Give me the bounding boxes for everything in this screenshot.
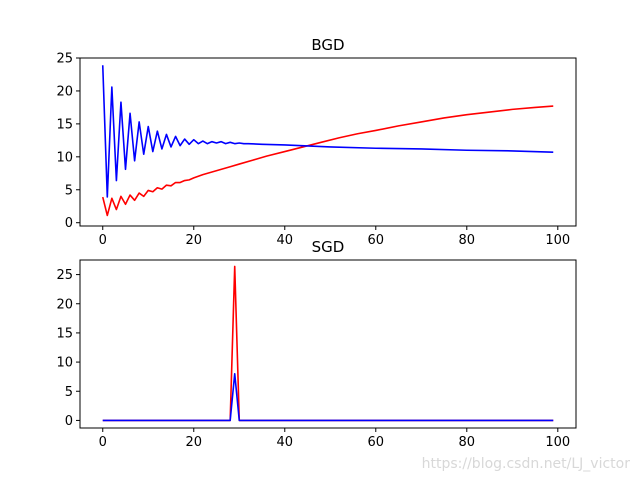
sgd-axes: 0 20 40 60 80 100 0 5 10 15 20 25 SGD [56,238,577,450]
bgd-series-line-blue [101,65,554,198]
bgd-x-tick-label: 40 [276,233,293,248]
bgd-x-tick-label: 80 [459,233,476,248]
sgd-x-tick-label: 60 [368,435,385,450]
bgd-y-tick-label: 10 [56,150,73,165]
bgd-axes-frame [79,57,577,227]
sgd-y-tick-label: 20 [56,297,73,312]
bgd-y-tick-label: 15 [56,117,73,132]
bgd-x-tick-label: 20 [185,233,202,248]
bgd-x-tick-label: 100 [545,233,570,248]
sgd-title: SGD [312,238,345,256]
bgd-y-tick-label: 25 [56,52,73,67]
sgd-x-tick-label: 0 [99,435,107,450]
bgd-y-tick-label: 5 [65,183,73,198]
sgd-x-tick-label: 40 [276,435,293,450]
bgd-axes: 0 20 40 60 80 100 0 5 10 15 20 25 BGD [56,36,577,248]
sgd-y-tick-label: 25 [56,268,73,283]
bgd-x-tick-label: 0 [99,233,107,248]
sgd-axes-frame [79,259,577,429]
watermark: https://blog.csdn.net/LJ_victor [422,456,631,472]
bgd-x-tick-label: 60 [368,233,385,248]
bgd-y-tick-label: 20 [56,84,73,99]
sgd-y-tick-label: 5 [65,385,73,400]
bgd-y-tick-label: 0 [65,216,73,231]
sgd-series-line-blue [102,372,554,422]
sgd-x-tick-label: 80 [459,435,476,450]
sgd-y-tick-label: 0 [65,414,73,429]
sgd-y-tick-label: 15 [56,326,73,341]
sgd-x-tick-label: 100 [545,435,570,450]
bgd-series-line-red [101,105,554,217]
sgd-y-tick-label: 10 [56,356,73,371]
bgd-title: BGD [311,36,344,54]
sgd-x-tick-label: 20 [185,435,202,450]
